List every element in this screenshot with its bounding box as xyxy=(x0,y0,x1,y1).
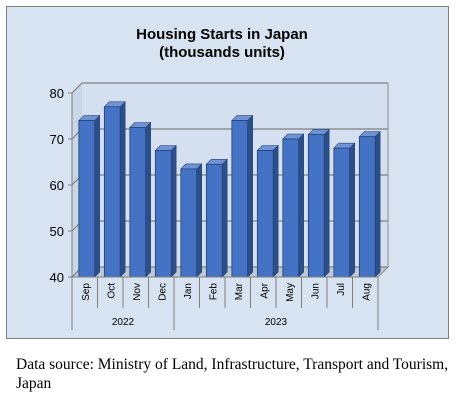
y-tick-label: 70 xyxy=(50,132,64,147)
bar-side xyxy=(196,163,202,278)
x-tick-label: Sep xyxy=(81,283,92,301)
y-tick-label: 40 xyxy=(50,270,64,285)
bar-side xyxy=(272,144,279,278)
chart-title-line: (thousands units) xyxy=(159,44,285,61)
gridline xyxy=(71,82,388,94)
bar xyxy=(256,150,274,278)
x-tick-label: May xyxy=(285,283,296,302)
x-tick-label: Feb xyxy=(208,283,219,301)
bar xyxy=(78,120,96,278)
group-label: 2022 xyxy=(112,317,135,328)
y-tick-label: 80 xyxy=(50,86,64,101)
bar-side xyxy=(349,142,355,278)
x-tick-label: Mar xyxy=(234,282,245,300)
bar xyxy=(358,136,376,278)
bar xyxy=(180,168,198,278)
bar-side xyxy=(119,101,126,278)
chart-title-line: Housing Starts in Japan xyxy=(136,26,308,43)
bar-side xyxy=(247,114,253,278)
bar-side xyxy=(374,130,381,278)
bar-side xyxy=(298,133,304,278)
y-tick-label: 60 xyxy=(50,178,64,193)
x-tick-label: Dec xyxy=(157,283,168,301)
source-note: Data source: Ministry of Land, Infrastru… xyxy=(16,356,449,392)
bar xyxy=(129,127,147,278)
x-tick-label: Jun xyxy=(310,283,321,299)
x-tick-label: Jul xyxy=(336,283,347,296)
x-tick-label: Nov xyxy=(132,283,143,301)
bar xyxy=(282,138,300,278)
bar-side xyxy=(221,158,228,278)
bar-side xyxy=(94,114,100,278)
bar-side xyxy=(170,144,177,278)
bar xyxy=(154,150,172,278)
group-label: 2023 xyxy=(265,317,288,328)
x-tick-label: Aug xyxy=(361,283,372,301)
bar xyxy=(205,163,223,278)
housing-starts-chart: Housing Starts in Japan(thousands units)… xyxy=(50,26,390,330)
x-tick-label: Apr xyxy=(259,282,270,298)
bar xyxy=(307,133,325,278)
y-tick-label: 50 xyxy=(50,224,64,239)
x-tick-label: Oct xyxy=(106,283,117,299)
x-tick-label: Jan xyxy=(183,283,194,299)
bar xyxy=(231,120,249,278)
bar-side xyxy=(145,121,151,278)
bar-side xyxy=(323,128,330,278)
bar xyxy=(333,147,351,278)
bar xyxy=(103,106,121,278)
